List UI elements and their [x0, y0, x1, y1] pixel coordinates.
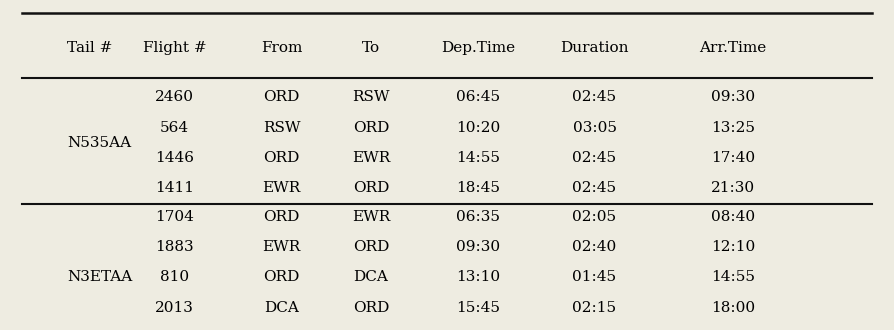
- Text: Arr.Time: Arr.Time: [699, 41, 767, 55]
- Text: 02:45: 02:45: [572, 151, 617, 165]
- Text: 03:05: 03:05: [572, 121, 617, 135]
- Text: 564: 564: [160, 121, 189, 135]
- Text: 02:40: 02:40: [572, 240, 617, 254]
- Text: ORD: ORD: [353, 240, 389, 254]
- Text: 21:30: 21:30: [711, 182, 755, 195]
- Text: ORD: ORD: [264, 271, 299, 284]
- Text: EWR: EWR: [263, 240, 300, 254]
- Text: From: From: [261, 41, 302, 55]
- Text: N535AA: N535AA: [67, 136, 131, 150]
- Text: 01:45: 01:45: [572, 271, 617, 284]
- Text: RSW: RSW: [352, 90, 390, 104]
- Text: 1883: 1883: [155, 240, 194, 254]
- Text: 10:20: 10:20: [456, 121, 501, 135]
- Text: N3ETAA: N3ETAA: [67, 271, 132, 284]
- Text: ORD: ORD: [353, 301, 389, 315]
- Text: 02:45: 02:45: [572, 90, 617, 104]
- Text: EWR: EWR: [352, 210, 390, 224]
- Text: 13:25: 13:25: [711, 121, 755, 135]
- Text: 810: 810: [160, 271, 189, 284]
- Text: 12:10: 12:10: [711, 240, 755, 254]
- Text: 2460: 2460: [155, 90, 194, 104]
- Text: Tail #: Tail #: [67, 41, 113, 55]
- Text: 18:00: 18:00: [711, 301, 755, 315]
- Text: 2013: 2013: [155, 301, 194, 315]
- Text: 02:45: 02:45: [572, 182, 617, 195]
- Text: 1704: 1704: [155, 210, 194, 224]
- Text: Duration: Duration: [561, 41, 628, 55]
- Text: ORD: ORD: [264, 90, 299, 104]
- Text: EWR: EWR: [263, 182, 300, 195]
- Text: ORD: ORD: [353, 182, 389, 195]
- Text: 17:40: 17:40: [711, 151, 755, 165]
- Text: DCA: DCA: [353, 271, 389, 284]
- Text: 09:30: 09:30: [456, 240, 501, 254]
- Text: Dep.Time: Dep.Time: [442, 41, 515, 55]
- Text: 14:55: 14:55: [711, 271, 755, 284]
- Text: DCA: DCA: [264, 301, 299, 315]
- Text: Flight #: Flight #: [142, 41, 207, 55]
- Text: 06:45: 06:45: [456, 90, 501, 104]
- Text: EWR: EWR: [352, 151, 390, 165]
- Text: 1446: 1446: [155, 151, 194, 165]
- Text: 06:35: 06:35: [456, 210, 501, 224]
- Text: ORD: ORD: [264, 210, 299, 224]
- Text: 02:05: 02:05: [572, 210, 617, 224]
- Text: 02:15: 02:15: [572, 301, 617, 315]
- Text: RSW: RSW: [263, 121, 300, 135]
- Text: 15:45: 15:45: [456, 301, 501, 315]
- Text: ORD: ORD: [353, 121, 389, 135]
- Text: 09:30: 09:30: [711, 90, 755, 104]
- Text: 14:55: 14:55: [456, 151, 501, 165]
- Text: 13:10: 13:10: [456, 271, 501, 284]
- Text: 08:40: 08:40: [711, 210, 755, 224]
- Text: 18:45: 18:45: [456, 182, 501, 195]
- Text: 1411: 1411: [155, 182, 194, 195]
- Text: ORD: ORD: [264, 151, 299, 165]
- Text: To: To: [362, 41, 380, 55]
